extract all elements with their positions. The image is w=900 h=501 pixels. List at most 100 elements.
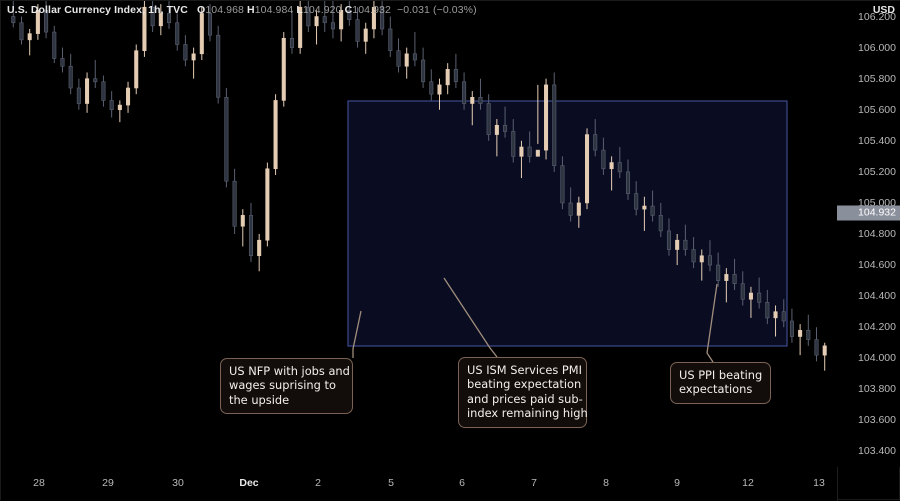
annotation-ism-services[interactable]: US ISM Services PMI beating expectation an… [458,357,588,428]
candle-body [584,134,590,204]
candle-body [126,87,131,106]
candle-body [396,50,401,67]
price-axis[interactable]: USD 106.200 106.000 105.800 105.600 105.400 1… [837,1,900,467]
candle-body [240,215,245,227]
annotation-ppi-line: expectations [679,382,753,397]
candle-body [265,168,270,241]
annotation-ism-services-leader-line [443,277,498,358]
high-value: 104.984 [254,4,294,16]
chart-header-legend: U.S. Dollar Currency Index, 1h, TVC O104… [7,4,477,20]
candle-body [232,180,237,227]
candle-body [806,330,811,340]
annotation-ism-services-line: beating expectation [467,377,582,392]
price-axis-label: 104.400 [858,290,896,303]
candle-body [544,84,549,151]
annotation-nfp-leader-line [352,310,362,358]
low-value: 104.920 [302,4,342,16]
candle-body [634,193,639,210]
candle-body [814,339,819,356]
annotation-ppi[interactable]: US PPI beating expectations [670,362,771,404]
candle-body [781,311,786,322]
candle-body [117,104,122,111]
price-axis-label: 103.400 [858,445,896,458]
annotation-nfp-line: the upside [229,392,290,407]
price-axis-label: 105.600 [858,103,896,116]
symbol-sep-1: , [142,4,146,16]
time-axis-label: Dec [239,477,259,489]
candle-body [175,22,180,45]
candle-body [765,302,770,319]
candle-body [437,84,442,95]
candle-group [11,1,827,371]
time-axis[interactable]: 28 29 30 Dec 2 5 6 7 8 9 12 13 [1,467,837,500]
annotation-ism-services-line: US ISM Services PMI [467,363,582,377]
candle-body [724,274,729,281]
annotation-ism-services-line: index remaining high [467,406,588,421]
current-price-label: 104.932 [837,205,900,221]
candle-body [773,311,778,319]
high-key: H [247,4,255,16]
candle-body [68,65,73,89]
candle-body [404,53,409,67]
candle-body [675,239,680,250]
candle-body [429,81,434,95]
close-key: C [344,4,353,16]
candle-body [617,162,622,173]
candle-body [109,100,114,111]
open-value: 104.968 [205,4,244,16]
candle-body [552,84,557,166]
candle-body [798,330,803,337]
candle-body [412,53,417,61]
candle-body [732,274,737,285]
highlight-rectangle[interactable] [347,100,788,347]
open-key: O [197,4,206,16]
candle-body [650,205,655,216]
time-axis-label: 13 [813,477,825,489]
candle-body [355,19,360,42]
candle-body [716,264,721,281]
candle-body [183,44,188,61]
candle-body [691,249,696,263]
candle-body [494,124,499,135]
price-axis-label: 104.200 [858,321,896,334]
candle-body [658,215,663,232]
candle-body [486,103,491,135]
candle-body [535,149,540,157]
annotation-ism-services-line: and prices paid sub- [467,391,583,406]
time-axis-label: 2 [315,477,321,489]
candle-body [101,81,106,101]
price-axis-label: 106.200 [858,10,896,23]
candle-body [568,202,573,216]
candle-body [757,292,762,303]
candle-body [134,50,139,89]
time-axis-label: 28 [33,477,45,489]
candle-body [19,22,24,41]
price-axis-unit: USD [872,4,895,16]
change-value: −0.031 (−0.03%) [396,4,477,16]
price-axis-label: 103.800 [858,383,896,396]
price-axis-label: 104.600 [858,259,896,272]
candle-body [511,131,516,157]
candle-body [683,239,688,250]
candle-body [740,283,745,300]
candle-body [642,205,647,210]
interval-label[interactable]: 1h [148,4,161,16]
time-axis-label: 6 [459,477,465,489]
candle-body [666,230,672,250]
time-axis-label: 12 [742,477,754,489]
symbol-name[interactable]: U.S. Dollar Currency Index [7,4,143,16]
candle-body [822,345,827,356]
exchange-label: TVC [166,4,188,16]
candle-body [27,33,32,41]
annotation-nfp[interactable]: US NFP with jobs and wages suprising to th… [220,358,353,415]
candle-body [257,239,262,257]
candle-body [421,59,426,83]
time-axis-label: 9 [674,477,680,489]
candle-body [445,69,450,86]
time-axis-label: 5 [388,477,394,489]
candle-body [330,22,335,30]
candle-body [478,97,483,104]
candle-body [601,149,606,170]
candle-body [363,28,368,42]
